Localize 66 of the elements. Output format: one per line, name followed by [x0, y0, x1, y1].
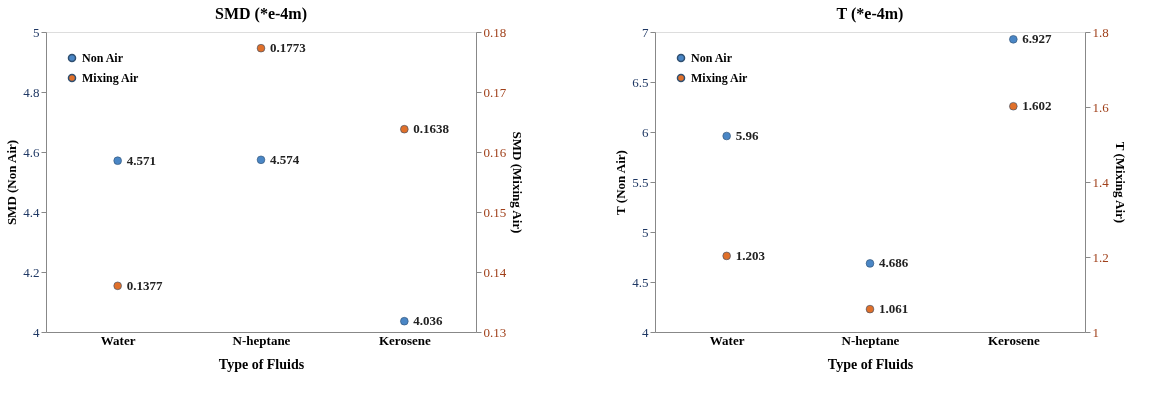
y2-axis-title: T (Mixing Air): [1112, 141, 1128, 224]
y2-tick-label: 0.17: [483, 84, 507, 100]
y-axis-title: T (Non Air): [613, 150, 629, 215]
data-label: 4.036: [413, 313, 444, 329]
y2-tick-label: 0.15: [483, 204, 507, 220]
y-tick-label: 5: [642, 224, 649, 240]
point: [400, 125, 409, 134]
y2-tick-label: 1.8: [1092, 24, 1109, 40]
point: [865, 304, 875, 314]
legend-label: Non Air: [82, 51, 124, 65]
y-tick-label: 6: [642, 124, 649, 140]
data-label: 4.686: [879, 255, 909, 271]
y-tick-label: 4.4: [23, 204, 40, 220]
legend-label: Mixing Air: [82, 71, 140, 85]
data-label: 1.061: [879, 301, 909, 317]
data-label: 1.203: [735, 247, 766, 263]
x-tick-label: N-heptane: [232, 332, 291, 348]
y-tick-label: 4: [642, 324, 649, 340]
y2-tick-label: 0.14: [483, 264, 507, 280]
y2-tick-label: 1: [1092, 324, 1099, 340]
point: [1009, 35, 1018, 44]
legend-label: Non Air: [691, 51, 733, 65]
y-tick-label: 4: [33, 324, 40, 340]
data-label: 0.1638: [413, 121, 450, 137]
y-tick-label: 4.8: [23, 84, 40, 100]
y2-tick-label: 0.18: [483, 24, 507, 40]
point: [722, 131, 731, 141]
y2-tick-label: 1.4: [1092, 174, 1110, 190]
point: [722, 251, 731, 261]
x-tick-label: Kerosene: [987, 332, 1040, 348]
y-tick-label: 6.5: [632, 74, 649, 90]
point: [113, 156, 122, 165]
x-axis-title: Type of Fluids: [218, 356, 305, 372]
y2-axis-title: SMD (Mixing Air): [510, 131, 526, 234]
y-tick-label: 7: [642, 24, 649, 40]
data-label: 5.96: [735, 128, 759, 143]
y-tick-label: 4.5: [632, 274, 649, 290]
data-label: 0.1773: [270, 40, 307, 56]
y-tick-label: 5.5: [632, 174, 649, 190]
point: [865, 259, 875, 268]
y-tick-label: 5: [33, 24, 40, 40]
y2-tick-label: 0.16: [483, 144, 507, 160]
data-label: 4.571: [126, 152, 156, 168]
x-tick-label: N-heptane: [841, 332, 900, 348]
point: [400, 317, 409, 326]
legend-label: Mixing Air: [691, 71, 749, 85]
data-label: 1.602: [1022, 98, 1052, 114]
y-tick-label: 4.6: [23, 144, 40, 160]
data-label: 0.1377: [126, 277, 163, 293]
y2-tick-label: 0.13: [483, 324, 507, 340]
point: [1009, 102, 1018, 111]
point: [256, 44, 266, 53]
x-tick-label: Water: [100, 332, 136, 348]
y-tick-label: 4.2: [23, 264, 40, 280]
data-label: 6.927: [1022, 31, 1053, 47]
chart-title: SMD (*e-4m): [215, 5, 307, 23]
point: [256, 155, 266, 164]
y-axis-title: SMD (Non Air): [4, 139, 20, 226]
y2-tick-label: 1.6: [1092, 99, 1110, 115]
x-axis-title: Type of Fluids: [827, 356, 914, 372]
point: [113, 281, 122, 290]
y2-tick-label: 1.2: [1092, 249, 1109, 265]
x-tick-label: Water: [709, 332, 745, 348]
data-label: 4.574: [270, 151, 300, 167]
x-tick-label: Kerosene: [378, 332, 431, 348]
chart-title: T (*e-4m): [836, 5, 904, 23]
